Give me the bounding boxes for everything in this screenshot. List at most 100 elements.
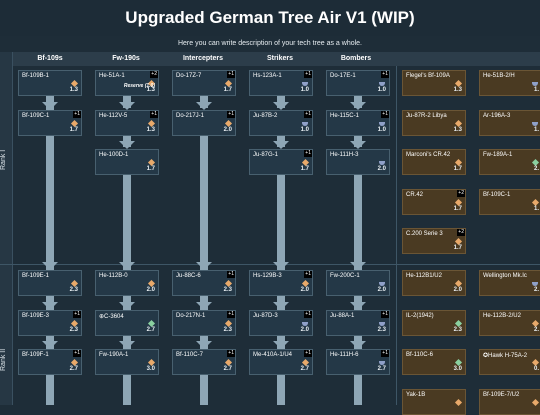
vehicle-card[interactable]: Ju-88C-6 2.3 +1	[172, 270, 236, 296]
vehicle-name: Flegel's Bf-109A	[406, 73, 450, 79]
folder-count-badge[interactable]: +1	[381, 350, 389, 357]
folder-count-badge[interactable]: +1	[381, 71, 389, 78]
tree-arrow-head	[273, 102, 289, 110]
vehicle-card[interactable]: Bf-109F-1 2.7 +1	[18, 349, 82, 375]
vehicle-name: He-51B-2/H	[483, 73, 515, 79]
premium-vehicle-card[interactable]: Bf-109E-7/U2	[479, 389, 540, 415]
bomber-icon	[379, 282, 385, 286]
column-header-bar	[0, 52, 540, 66]
vehicle-card[interactable]: Hs-123A-1 1.0 +1	[249, 70, 313, 96]
vehicle-card[interactable]: Me-410A-1/U4 2.7 +1	[249, 349, 313, 375]
folder-count-badge[interactable]: +1	[304, 350, 312, 357]
vehicle-card[interactable]: Ju-87B-2 1.0 +1	[249, 110, 313, 136]
vehicle-card[interactable]: Hs-129B-3 2.0 +1	[249, 270, 313, 296]
vehicle-name: CR.42	[406, 192, 424, 198]
folder-count-badge[interactable]: +1	[304, 311, 312, 318]
tree-arrow-head	[119, 102, 135, 110]
vehicle-type-icon	[147, 279, 156, 288]
premium-vehicle-card[interactable]: Fw-189A-1 2.	[479, 149, 540, 175]
vehicle-card[interactable]: Ju-88A-1 2.3 +1	[326, 310, 390, 336]
folder-count-badge[interactable]: +1	[227, 350, 235, 357]
vehicle-name: Bf-109B-1	[22, 73, 50, 79]
vehicle-card[interactable]: Do-17E-1 1.0 +1	[326, 70, 390, 96]
vehicle-card[interactable]: He-51A-1 1.3 +2 Reserve (1.0)	[95, 70, 159, 96]
vehicle-card[interactable]: He-111H-6 2.7 +1	[326, 349, 390, 375]
premium-vehicle-card[interactable]: He-112B1/U2 2.0	[402, 270, 466, 296]
vehicle-name: He-111H-6	[330, 352, 359, 358]
vehicle-type-icon	[147, 119, 156, 128]
battle-rating: 1.0	[377, 87, 386, 93]
folder-count-badge[interactable]: +1	[73, 111, 81, 118]
vehicle-card[interactable]: Fw-190A-1 3.0	[95, 349, 159, 375]
vehicle-card[interactable]: Do-217N-1 2.3 +1	[172, 310, 236, 336]
vehicle-card[interactable]: He-111H-3 2.0	[326, 149, 390, 175]
vehicle-type-icon	[224, 79, 233, 88]
premium-vehicle-card[interactable]: Bf-109C-1 1.	[479, 189, 540, 215]
vehicle-card[interactable]: Bf-109C-1 1.7 +1	[18, 110, 82, 136]
vehicle-card[interactable]: He-100D-1 1.7	[95, 149, 159, 175]
tree-arrow-head	[119, 302, 135, 310]
battle-rating: 2.0	[300, 327, 309, 333]
premium-vehicle-card[interactable]: Ar-196A-3 1.	[479, 110, 540, 136]
vehicle-card[interactable]: He-112V-5 1.3 +1	[95, 110, 159, 136]
folder-count-badge[interactable]: +1	[227, 71, 235, 78]
vehicle-type-icon	[531, 198, 540, 207]
vehicle-name: He-51A-1	[99, 73, 125, 79]
premium-vehicle-card[interactable]: He-112B-2/U2 2.	[479, 310, 540, 336]
vehicle-name: ✪Hawk H-75A-2	[483, 353, 528, 359]
tree-arrow-head	[42, 341, 58, 349]
vehicle-type-icon	[70, 79, 79, 88]
folder-count-badge[interactable]: +1	[73, 350, 81, 357]
vehicle-type-icon	[301, 358, 310, 367]
vehicle-card[interactable]: Bf-109E-3 2.3 +1	[18, 310, 82, 336]
vehicle-name: He-112B-0	[99, 273, 128, 279]
vehicle-type-icon	[147, 158, 156, 167]
premium-vehicle-card[interactable]: C.200 Serie 3 1.7 +2	[402, 228, 466, 254]
vehicle-card[interactable]: Bf-110C-7 2.7 +1	[172, 349, 236, 375]
folder-count-badge[interactable]: +1	[150, 111, 158, 118]
premium-vehicle-card[interactable]: Marconi's CR.42 1.7	[402, 149, 466, 175]
folder-count-badge[interactable]: +1	[381, 311, 389, 318]
vehicle-name: Bf-110C-6	[406, 352, 433, 358]
battle-rating: 2.0	[377, 287, 386, 293]
premium-vehicle-card[interactable]: Wellington Mk.Ic 2.	[479, 270, 540, 296]
folder-count-badge[interactable]: +1	[304, 150, 312, 157]
folder-count-badge[interactable]: +1	[304, 71, 312, 78]
premium-vehicle-card[interactable]: Yak-1B	[402, 389, 466, 415]
vehicle-card[interactable]: Fw-200C-1 2.0	[326, 270, 390, 296]
tree-arrow-head	[273, 302, 289, 310]
bomber-icon	[379, 161, 385, 165]
battle-rating: 2.7	[223, 366, 232, 372]
premium-vehicle-card[interactable]: Flegel's Bf-109A 1.3	[402, 70, 466, 96]
vehicle-card[interactable]: Ju-87D-3 2.0 +1	[249, 310, 313, 336]
vehicle-card[interactable]: He-115C-1 1.0 +1	[326, 110, 390, 136]
vehicle-name: Bf-109C-1	[483, 192, 511, 198]
vehicle-card[interactable]: Bf-109B-1 1.3	[18, 70, 82, 96]
premium-vehicle-card[interactable]: CR.42 1.7 +2	[402, 189, 466, 215]
vehicle-card[interactable]: He-112B-0 2.0	[95, 270, 159, 296]
vehicle-name: Yak-1B	[406, 392, 426, 398]
folder-count-badge[interactable]: +2	[150, 71, 158, 78]
folder-count-badge[interactable]: +1	[304, 271, 312, 278]
folder-count-badge[interactable]: +2	[457, 229, 465, 236]
premium-vehicle-card[interactable]: ✪Hawk H-75A-2 0.	[479, 349, 540, 375]
premium-vehicle-card[interactable]: He-51B-2/H 1.	[479, 70, 540, 96]
battle-rating: 1.3	[146, 87, 155, 93]
vehicle-name: Hs-129B-3	[253, 273, 282, 279]
vehicle-card[interactable]: Do-217J-1 2.0 +1	[172, 110, 236, 136]
vehicle-card[interactable]: Do-17Z-7 1.7 +1	[172, 70, 236, 96]
premium-vehicle-card[interactable]: IL-2(1942) 2.3	[402, 310, 466, 336]
vehicle-card[interactable]: Bf-109E-1 2.3	[18, 270, 82, 296]
folder-count-badge[interactable]: +2	[457, 190, 465, 197]
folder-count-badge[interactable]: +1	[304, 111, 312, 118]
premium-vehicle-card[interactable]: Ju-87R-2 Libya 1.3	[402, 110, 466, 136]
premium-vehicle-card[interactable]: Bf-110C-6 3.0	[402, 349, 466, 375]
folder-count-badge[interactable]: +1	[227, 271, 235, 278]
folder-count-badge[interactable]: +1	[227, 311, 235, 318]
folder-count-badge[interactable]: +1	[227, 111, 235, 118]
battle-rating: 2.3	[453, 327, 462, 333]
vehicle-card[interactable]: ⊕C-3604 2.7	[95, 310, 159, 336]
folder-count-badge[interactable]: +1	[381, 111, 389, 118]
vehicle-card[interactable]: Ju-87G-1 1.7 +1	[249, 149, 313, 175]
folder-count-badge[interactable]: +1	[73, 311, 81, 318]
